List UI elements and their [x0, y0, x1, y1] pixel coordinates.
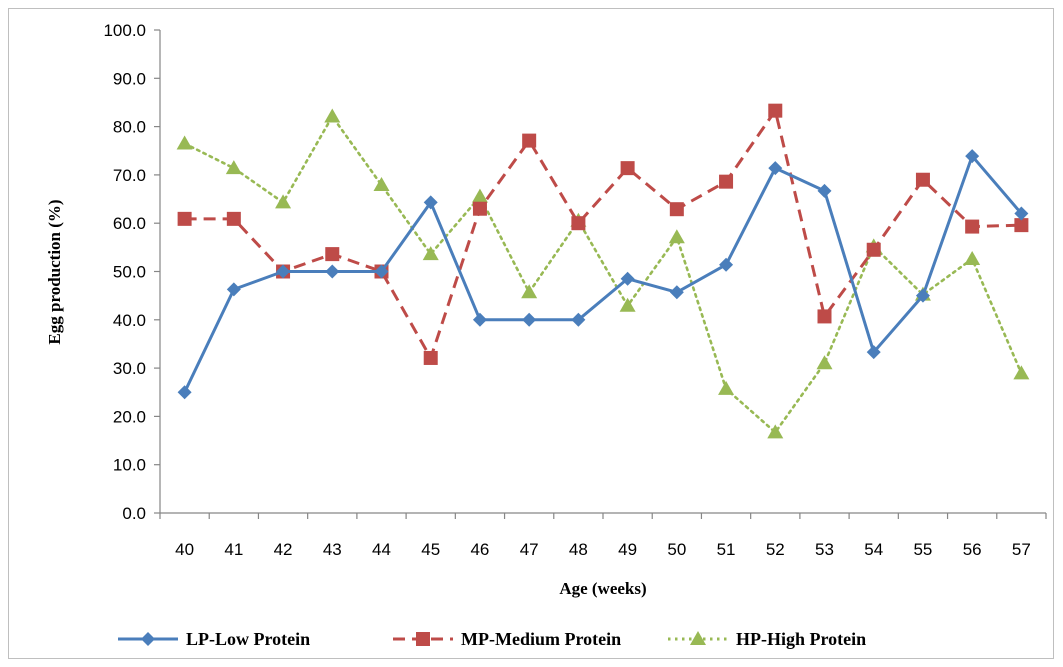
data-point [1014, 206, 1029, 221]
y-tick-label: 70.0 [113, 166, 146, 185]
legend-label: MP-Medium Protein [461, 629, 621, 649]
data-point [965, 149, 980, 164]
series-layer [176, 103, 1030, 439]
data-point [718, 380, 735, 395]
data-point [915, 172, 930, 187]
series-line [184, 109, 1022, 360]
x-tick-label: 54 [864, 540, 883, 559]
x-axis-title: Age (weeks) [559, 579, 646, 598]
data-point [472, 201, 487, 216]
data-point [471, 188, 488, 203]
data-point [767, 424, 784, 439]
series-line [183, 115, 1023, 434]
legend-label: HP-High Protein [736, 629, 866, 649]
y-tick-label: 30.0 [113, 359, 146, 378]
data-point [422, 246, 439, 261]
data-point [668, 229, 685, 244]
series-square [177, 103, 1029, 365]
x-tick-label: 56 [963, 540, 982, 559]
data-point [374, 264, 389, 279]
legend-swatch-marker [141, 632, 155, 646]
data-point [423, 350, 438, 365]
data-point [719, 174, 734, 189]
y-tick-label: 80.0 [113, 118, 146, 137]
series-diamond [177, 149, 1029, 400]
data-point [1014, 218, 1029, 233]
series-triangle [176, 108, 1030, 439]
data-point [324, 108, 341, 123]
data-point [965, 219, 980, 234]
x-tick-label: 49 [618, 540, 637, 559]
y-tick-label: 10.0 [113, 456, 146, 475]
data-point [619, 297, 636, 312]
x-tick-label: 48 [569, 540, 588, 559]
data-point [768, 103, 783, 118]
legend-swatch-marker [416, 632, 430, 646]
data-point [768, 161, 783, 176]
data-point [325, 247, 340, 262]
data-point [816, 355, 833, 370]
data-point [226, 282, 241, 297]
data-point [719, 257, 734, 272]
x-tick-label: 51 [717, 540, 736, 559]
x-tick-label: 45 [421, 540, 440, 559]
chart-frame [8, 8, 1054, 659]
data-point [325, 264, 340, 279]
data-point [1013, 365, 1030, 380]
y-axis-title: Egg production (%) [45, 199, 64, 344]
x-tick-label: 52 [766, 540, 785, 559]
data-point [276, 264, 291, 279]
legend-swatch-marker [690, 631, 706, 645]
data-point [373, 177, 390, 192]
y-tick-label: 100.0 [103, 21, 146, 40]
data-point [915, 288, 930, 303]
data-point [225, 160, 242, 175]
legend-label: LP-Low Protein [186, 629, 310, 649]
data-point [226, 211, 241, 226]
series-line [183, 154, 1023, 393]
data-point [571, 312, 586, 327]
x-tick-label: 47 [520, 540, 539, 559]
legend: LP-Low Protein MP-Medium Protein HP-High P… [118, 629, 866, 649]
x-tick-label: 44 [372, 540, 391, 559]
x-tick-label: 50 [667, 540, 686, 559]
y-tick-label: 50.0 [113, 263, 146, 282]
data-point [522, 312, 537, 327]
x-tick-label: 41 [224, 540, 243, 559]
data-point [817, 183, 832, 198]
y-tick-label: 20.0 [113, 407, 146, 426]
data-point [423, 195, 438, 210]
y-tick-label: 0.0 [122, 504, 146, 523]
x-tick-label: 53 [815, 540, 834, 559]
data-point [176, 135, 193, 150]
data-point [866, 345, 881, 360]
data-point [964, 250, 981, 265]
data-point [571, 216, 586, 231]
axes: 0.0 10.0 20.0 30.0 40.0 50.0 60.0 70.0 80.0 90.0 1… [103, 21, 1047, 559]
data-point [521, 284, 538, 299]
x-tick-label: 42 [274, 540, 293, 559]
data-point [866, 242, 881, 257]
data-point [472, 312, 487, 327]
x-tick-label: 40 [175, 540, 194, 559]
data-point [522, 133, 537, 148]
y-tick-label: 90.0 [113, 69, 146, 88]
data-point [817, 309, 832, 324]
data-point [620, 161, 635, 176]
x-tick-label: 55 [913, 540, 932, 559]
data-point [177, 385, 192, 400]
data-point [177, 211, 192, 226]
x-tick-label: 46 [470, 540, 489, 559]
y-tick-label: 40.0 [113, 311, 146, 330]
y-tick-label: 60.0 [113, 214, 146, 233]
data-point [275, 194, 292, 209]
x-tick-label: 43 [323, 540, 342, 559]
data-point [620, 271, 635, 286]
x-tick-label: 57 [1012, 540, 1031, 559]
data-point [669, 202, 684, 217]
data-point [669, 285, 684, 300]
